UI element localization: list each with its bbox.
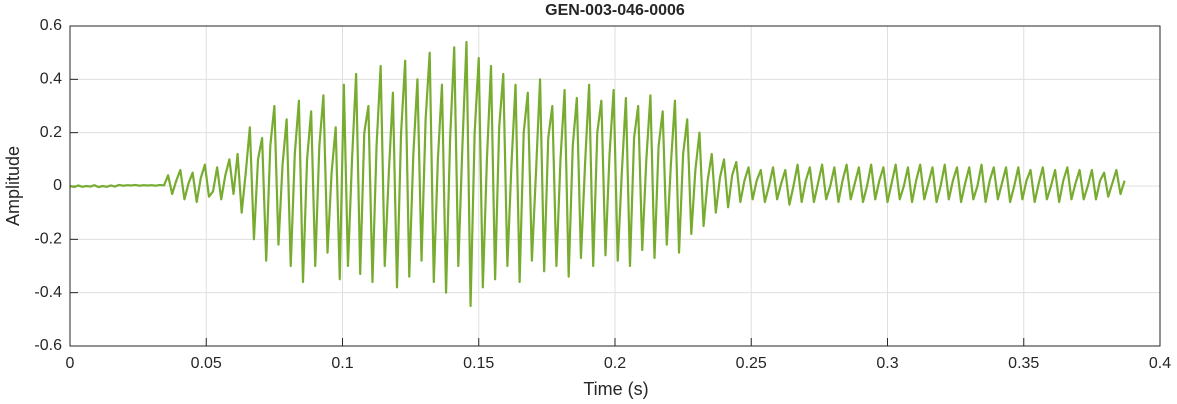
plot-frame — [69, 25, 1161, 347]
y-tick-label: -0.4 — [34, 284, 62, 301]
y-tick-label: 0.4 — [40, 71, 62, 88]
x-tick-label: 0 — [66, 355, 75, 372]
waveform-line — [69, 40, 1126, 308]
x-tick-label: 0.2 — [604, 355, 626, 372]
y-axis-label: Amplitude — [3, 146, 23, 226]
y-tick-label: -0.6 — [34, 337, 62, 354]
x-tick-label: 0.35 — [1008, 355, 1039, 372]
y-tick-label: 0 — [53, 177, 62, 194]
x-tick-label: 0.05 — [191, 355, 222, 372]
x-tick-label: 0.15 — [463, 355, 494, 372]
x-tick-label: 0.1 — [331, 355, 353, 372]
x-tick-label: 0.3 — [876, 355, 898, 372]
y-tick-label: 0.6 — [40, 17, 62, 34]
chart-title: GEN-003-046-0006 — [545, 2, 685, 19]
x-tick-label: 0.4 — [1149, 355, 1171, 372]
x-axis-label: Time (s) — [583, 379, 648, 399]
x-tick-label: 0.25 — [736, 355, 767, 372]
y-tick-label: -0.2 — [34, 231, 62, 248]
y-tick-label: 0.2 — [40, 124, 62, 141]
